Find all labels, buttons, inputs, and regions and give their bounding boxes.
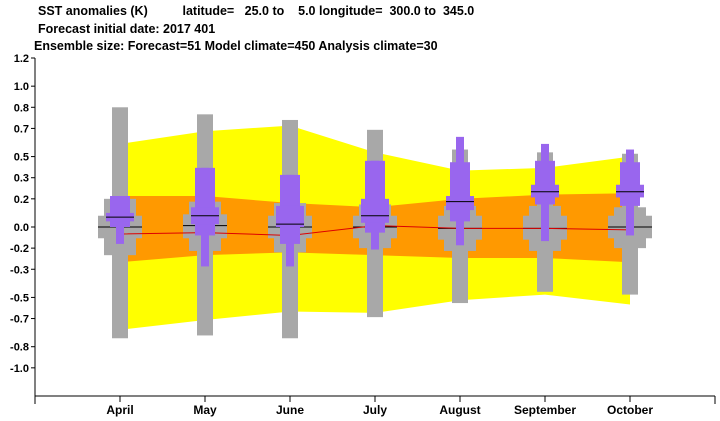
forecast-box-10-90-1 <box>195 167 215 236</box>
y-tick-label: -0.2 <box>10 243 29 255</box>
forecast-box-25-75-6 <box>616 184 644 198</box>
x-tick-label: June <box>276 403 304 417</box>
forecast-box-25-75-3 <box>361 198 389 223</box>
y-tick-label: 0.8 <box>14 102 29 114</box>
y-tick-label: -0.8 <box>10 342 29 354</box>
axes-layer: 1.2 1.0 0.8 0.7 0.5 0.3 0.2 0.0 -0.2 -0.3 -0.5 -0.7… <box>10 53 716 417</box>
boxes-layer <box>98 107 652 339</box>
x-tick-label: July <box>363 403 387 417</box>
y-tick-label: 0.7 <box>14 123 29 135</box>
y-tick-label: -0.3 <box>10 264 29 276</box>
y-tick-label: -1.0 <box>10 363 29 375</box>
y-tick-label: 0.2 <box>14 194 29 206</box>
y-tick-label: 0.5 <box>14 152 29 164</box>
y-tick-label: -0.5 <box>10 292 29 304</box>
forecast-box-25-75-5 <box>531 184 559 198</box>
y-tick-label: 0.3 <box>14 173 29 185</box>
forecast-date-label: Forecast initial date: 2017 401 <box>38 22 216 36</box>
chart-title-line1: SST anomalies (K) latitude= 25.0 to 5.0 … <box>38 4 475 18</box>
forecast-box-10-90-5 <box>535 160 555 205</box>
y-tick-label: 1.0 <box>14 81 29 93</box>
forecast-box-10-90-0 <box>110 196 130 227</box>
x-tick-label: September <box>514 403 576 417</box>
y-tick-label: -0.7 <box>10 314 29 326</box>
forecast-box-25-75-2 <box>276 205 304 227</box>
forecast-box-10-90-6 <box>620 162 640 206</box>
x-tick-label: April <box>106 403 133 417</box>
y-tick-label: 1.2 <box>14 53 29 65</box>
forecast-box-10-90-4 <box>450 162 470 222</box>
y-tick-label: 0.0 <box>14 222 29 234</box>
ensemble-size-label: Ensemble size: Forecast=51 Model climate… <box>34 39 438 53</box>
x-tick-label: May <box>193 403 217 417</box>
forecast-box-25-75-4 <box>446 196 474 211</box>
x-tick-label: August <box>439 403 480 417</box>
x-tick-label: October <box>607 403 653 417</box>
